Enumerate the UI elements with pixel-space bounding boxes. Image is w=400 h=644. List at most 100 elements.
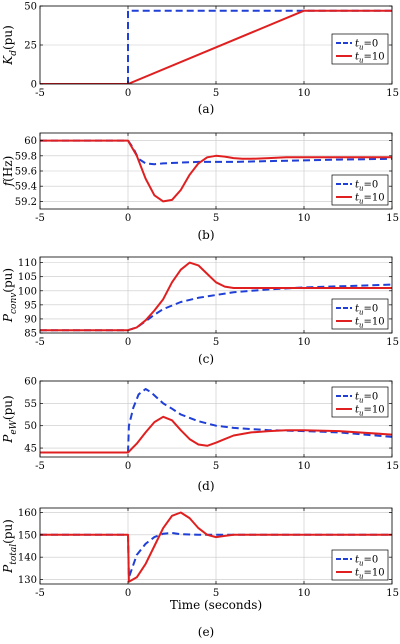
x-tick-label: 5 xyxy=(213,588,219,599)
x-tick-label: 5 xyxy=(213,337,219,348)
legend-value: =0 xyxy=(364,555,379,566)
y-tick-label: 105 xyxy=(18,272,37,283)
x-axis-label: Time (seconds) xyxy=(170,598,262,612)
legend-label-tu0: tu=0 xyxy=(355,39,378,52)
y-tick-label: 25 xyxy=(24,41,37,52)
legend-sub: u xyxy=(359,198,364,206)
legend-var: t xyxy=(355,568,360,579)
legend-label-tu10: tu=10 xyxy=(355,317,385,330)
series-line-tu10 xyxy=(40,9,392,84)
y-tick-label: 45 xyxy=(24,444,37,455)
legend-var: t xyxy=(355,52,360,63)
legend-value: =10 xyxy=(364,405,385,416)
legend-label-tu0: tu=0 xyxy=(355,180,378,193)
y-tick-label: 140 xyxy=(18,553,37,564)
y-tick-label: 59.4 xyxy=(15,182,37,193)
y-axis-label: PeW(pu) xyxy=(1,395,19,443)
legend-var: t xyxy=(355,39,360,50)
y-axis-label-symbol: P xyxy=(1,564,15,574)
legend-sub: u xyxy=(359,309,364,317)
y-tick-label: 60 xyxy=(24,136,37,147)
legend-sub: u xyxy=(359,322,364,330)
legend: tu=0tu=10 xyxy=(331,174,389,206)
y-tick-label: 85 xyxy=(24,329,37,340)
y-tick-label: 150 xyxy=(18,530,37,541)
y-axis-label-symbol: P xyxy=(1,434,15,444)
legend-value: =10 xyxy=(364,568,385,579)
y-tick-label: 0 xyxy=(31,80,37,91)
x-tick-label: 5 xyxy=(213,213,219,224)
legend-sub: u xyxy=(359,397,364,405)
legend-sub: u xyxy=(359,185,364,193)
legend-var: t xyxy=(355,180,360,191)
legend-value: =0 xyxy=(364,180,379,191)
y-tick-label: 100 xyxy=(18,286,37,297)
legend-box xyxy=(331,33,389,65)
x-tick-label: -5 xyxy=(35,588,45,599)
legend-label-tu10: tu=10 xyxy=(355,193,385,206)
legend-var: t xyxy=(355,317,360,328)
legend-box xyxy=(331,386,389,418)
legend-var: t xyxy=(355,304,360,315)
legend-var: t xyxy=(355,392,360,403)
y-axis-label-unit: (pu) xyxy=(1,25,15,50)
x-tick-label: 0 xyxy=(125,337,131,348)
y-axis-label: Kd(pu) xyxy=(1,25,19,66)
y-tick-label: 130 xyxy=(18,575,37,586)
x-tick-label: 15 xyxy=(386,588,399,599)
legend-value: =10 xyxy=(364,317,385,328)
y-tick-label: 59.6 xyxy=(15,167,37,178)
y-axis-label-unit: (pu) xyxy=(1,395,15,420)
legend-value: =10 xyxy=(364,193,385,204)
legend-sub: u xyxy=(359,44,364,52)
y-axis-label: Ptotal(pu) xyxy=(1,519,19,574)
legend-label-tu10: tu=10 xyxy=(355,405,385,418)
legend-label-tu10: tu=10 xyxy=(355,568,385,581)
legend-sub: u xyxy=(359,57,364,65)
legend: tu=0tu=10 xyxy=(331,33,389,65)
subfigure-caption: (c) xyxy=(198,352,214,366)
y-tick-label: 95 xyxy=(24,300,37,311)
x-tick-label: 0 xyxy=(125,88,131,99)
legend-value: =0 xyxy=(364,39,379,50)
legend-label-tu0: tu=0 xyxy=(355,392,378,405)
legend-box xyxy=(331,298,389,330)
y-tick-label: 160 xyxy=(18,508,37,519)
legend-box xyxy=(331,549,389,581)
y-tick-label: 50 xyxy=(24,2,37,13)
x-tick-label: 5 xyxy=(213,88,219,99)
x-tick-label: 0 xyxy=(125,588,131,599)
y-tick-label: 90 xyxy=(24,314,37,325)
x-tick-label: -5 xyxy=(35,213,45,224)
series-line-tu10 xyxy=(40,511,392,583)
legend-value: =0 xyxy=(364,304,379,315)
legend-value: =10 xyxy=(364,52,385,63)
x-tick-label: 15 xyxy=(386,337,399,348)
x-tick-label: 0 xyxy=(125,213,131,224)
y-axis-label: f(Hz) xyxy=(1,156,15,188)
legend-var: t xyxy=(355,405,360,416)
y-axis-label-symbol: f xyxy=(1,179,15,187)
legend-box xyxy=(331,174,389,206)
legend-var: t xyxy=(355,193,360,204)
subfigure-caption: (e) xyxy=(198,625,214,639)
y-axis-label-unit: (pu) xyxy=(1,519,15,544)
y-tick-label: 55 xyxy=(24,399,37,410)
legend: tu=0tu=10 xyxy=(331,386,389,418)
subfigure-caption: (d) xyxy=(197,479,214,493)
legend-label-tu0: tu=0 xyxy=(355,304,378,317)
y-axis-label-subscript: total xyxy=(9,544,19,565)
x-tick-label: -5 xyxy=(35,337,45,348)
x-tick-label: 10 xyxy=(298,337,311,348)
series-line-tu10 xyxy=(40,415,392,454)
x-tick-label: 10 xyxy=(298,88,311,99)
x-tick-label: 10 xyxy=(298,213,311,224)
panel-e: -5 0 5 10 15130140150160Ptotal(pu)tu=0tu=10T… xyxy=(1,507,399,639)
legend-label-tu10: tu=10 xyxy=(355,52,385,65)
x-tick-label: 0 xyxy=(125,461,131,472)
series-line-tu10 xyxy=(40,139,392,203)
x-tick-label: 15 xyxy=(386,461,399,472)
y-axis-label-subscript: d xyxy=(9,50,19,56)
legend-var: t xyxy=(355,555,360,566)
